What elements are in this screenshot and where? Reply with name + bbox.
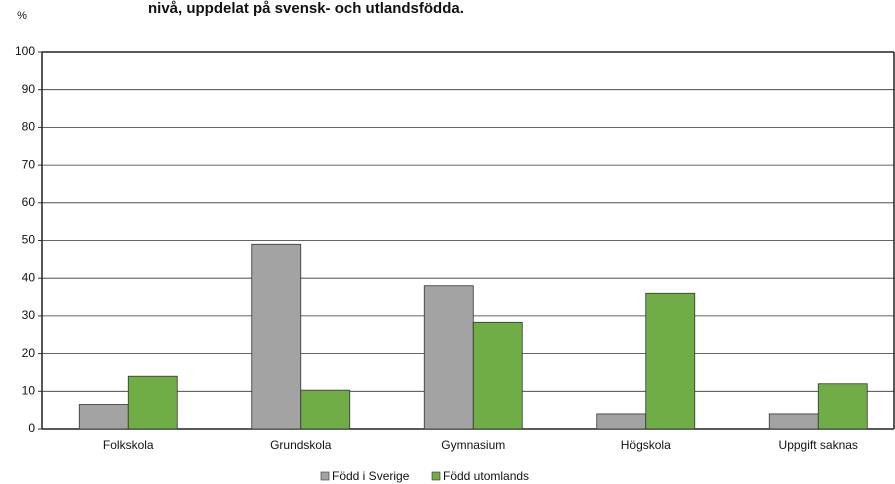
x-tick-label: Grundskola — [270, 438, 332, 452]
bar — [127, 375, 178, 430]
legend-swatch — [320, 471, 330, 481]
y-tick-label: 60 — [22, 195, 36, 209]
bar — [645, 292, 696, 430]
bar — [817, 383, 868, 430]
y-tick-label: 90 — [22, 82, 36, 96]
y-tick-label: 30 — [22, 308, 36, 322]
bar — [768, 413, 819, 430]
legend-label: Född i Sverige — [332, 469, 410, 483]
bar — [596, 413, 647, 430]
y-tick-label: 20 — [22, 346, 36, 360]
chart-title: nivå, uppdelat på svensk- och utlandsföd… — [148, 0, 464, 17]
x-tick-label: Högskola — [621, 438, 671, 452]
y-axis-label: % — [17, 10, 27, 22]
y-tick-label: 100 — [15, 44, 35, 58]
x-tick-label: Folkskola — [103, 438, 154, 452]
y-tick-label: 0 — [28, 421, 35, 435]
legend-label: Född utomlands — [443, 469, 529, 483]
x-tick-label: Uppgift saknas — [779, 438, 858, 452]
bar — [472, 321, 523, 430]
y-tick-label: 40 — [22, 270, 36, 284]
bar — [251, 243, 302, 430]
bar — [300, 389, 351, 430]
y-tick-label: 10 — [22, 383, 36, 397]
y-tick-label: 80 — [22, 120, 36, 134]
bar — [423, 285, 474, 430]
x-tick-label: Gymnasium — [441, 438, 505, 452]
y-tick-label: 70 — [22, 157, 36, 171]
y-tick-label: 50 — [22, 233, 36, 247]
bar — [78, 404, 129, 430]
legend-swatch — [431, 471, 441, 481]
